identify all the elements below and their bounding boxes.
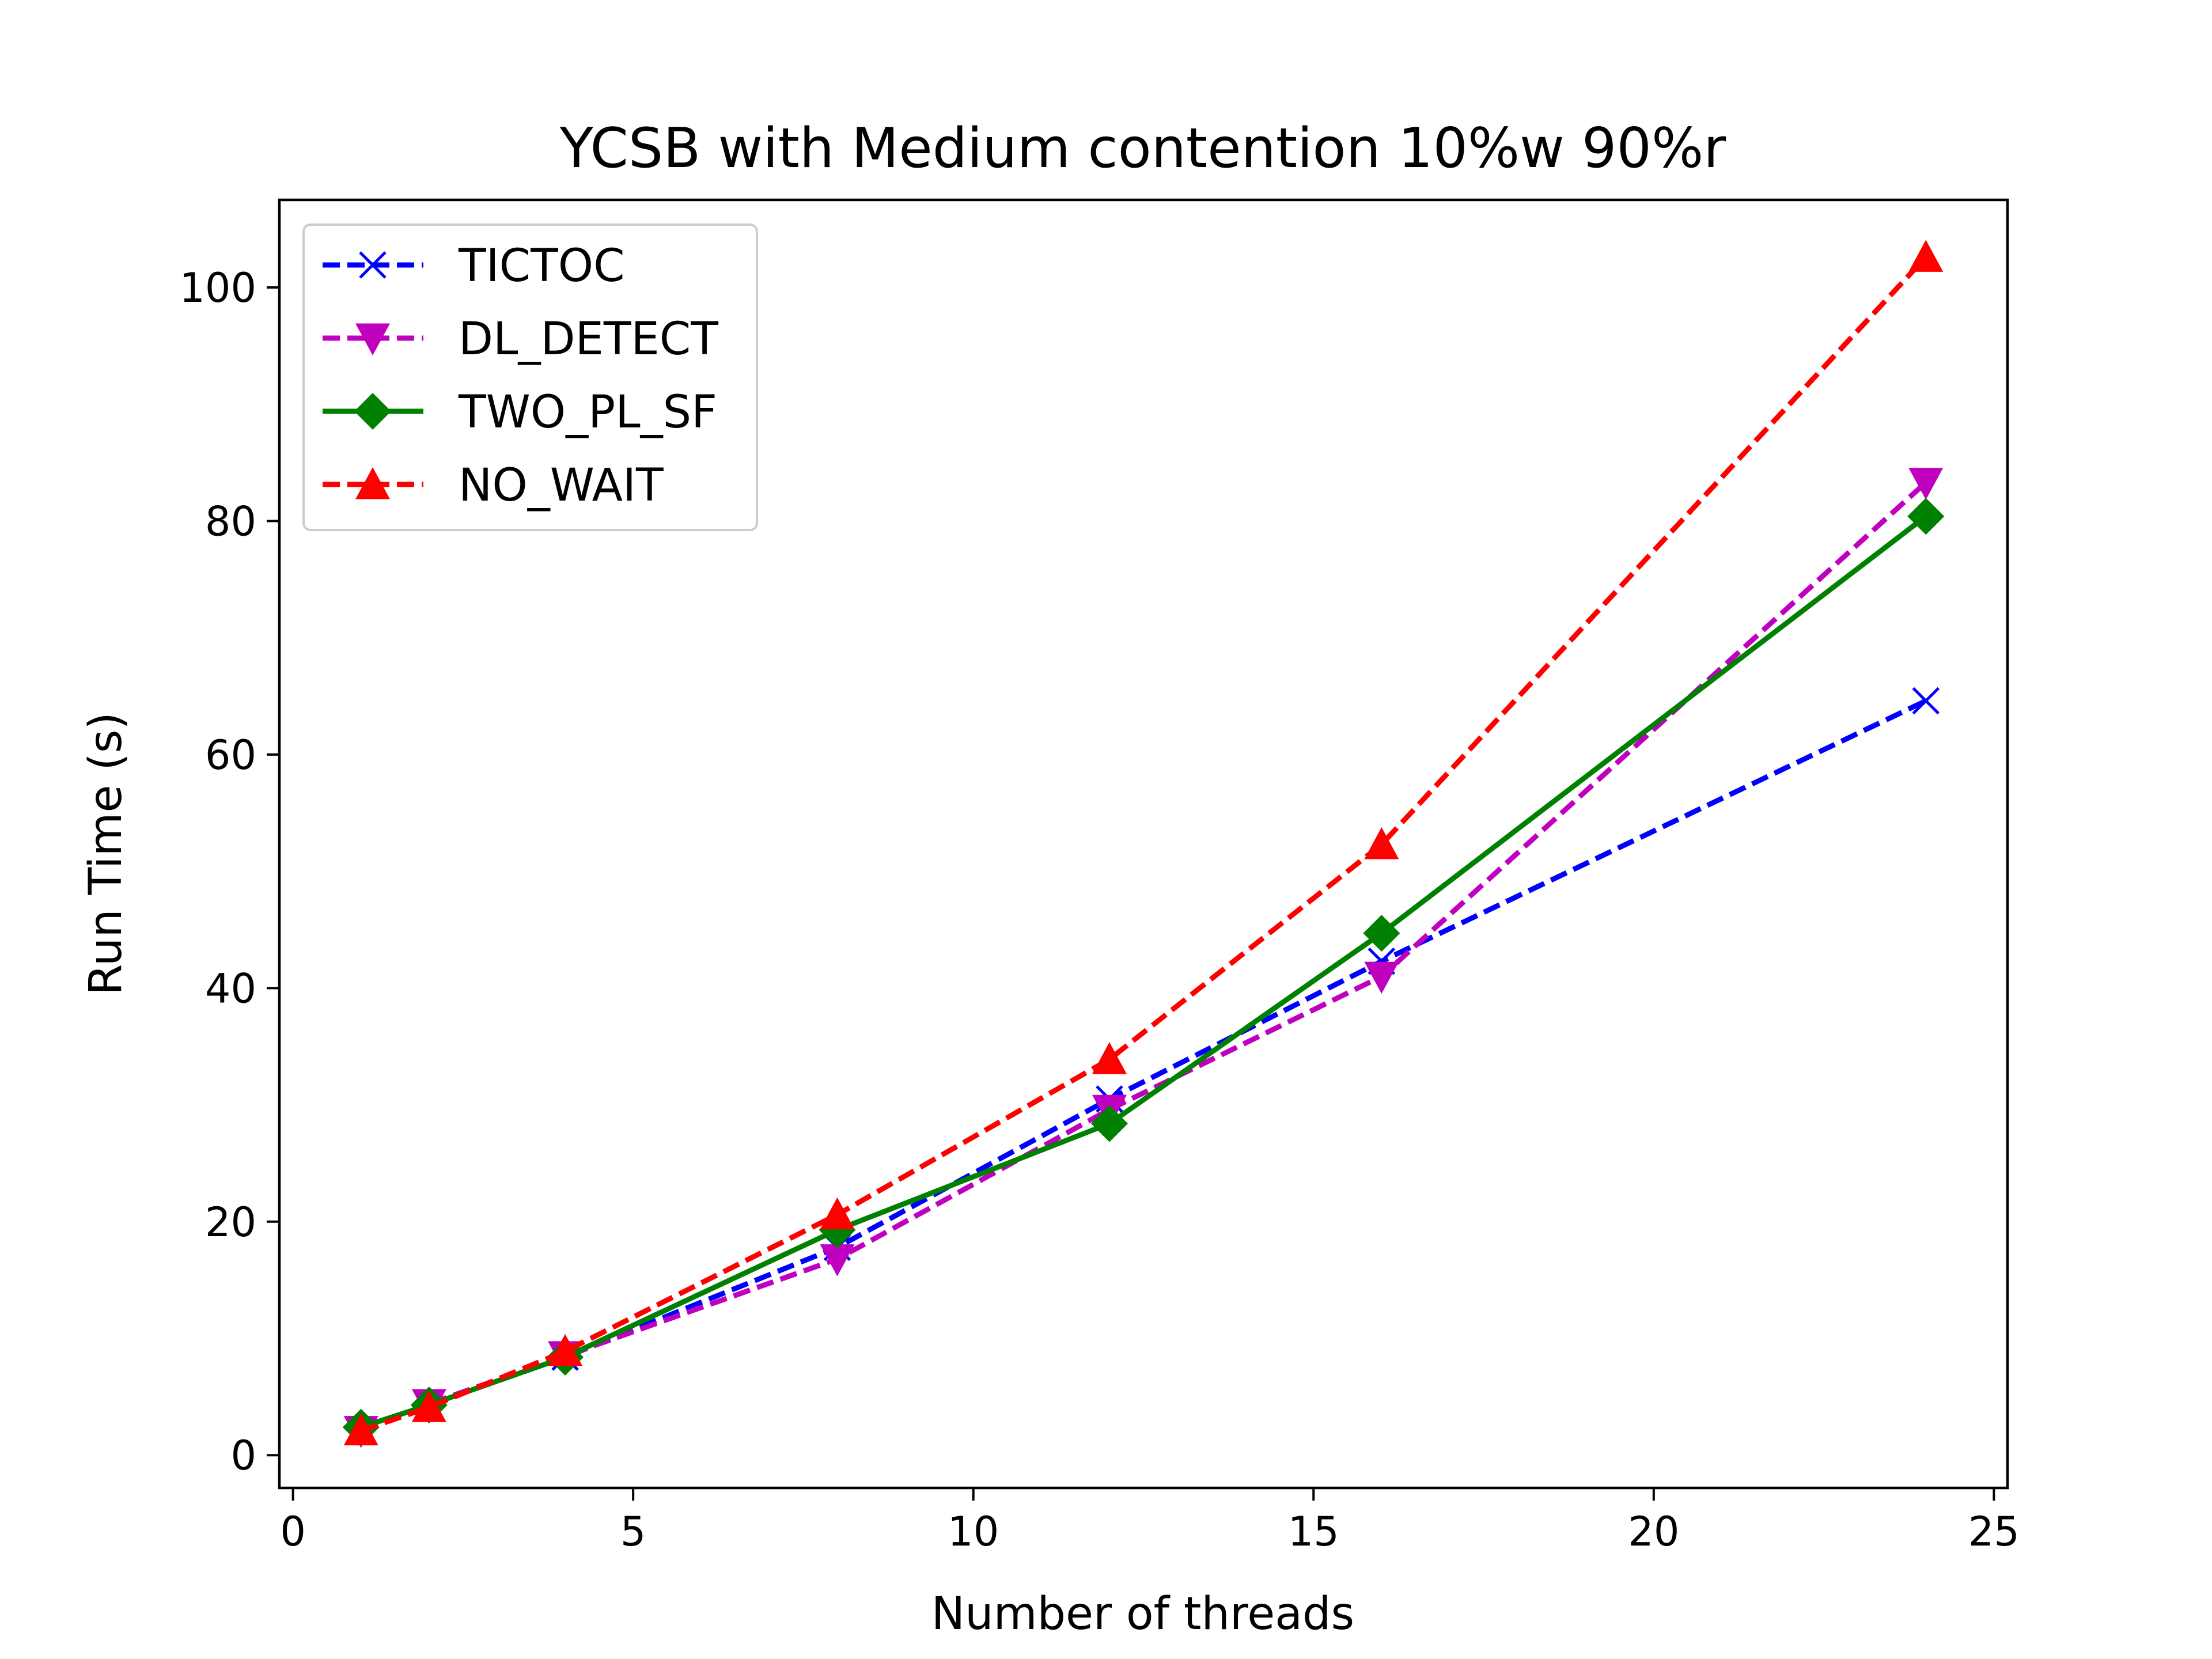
- x-tick-label: 5: [620, 1508, 646, 1555]
- data-point: [548, 1334, 583, 1366]
- data-point: [1364, 961, 1399, 994]
- legend-box: [302, 224, 758, 531]
- legend-label: TICTOC: [458, 240, 625, 292]
- x-tick-label: 10: [948, 1508, 999, 1555]
- data-point: [1092, 1042, 1127, 1074]
- legend-label: DL_DETECT: [459, 313, 718, 365]
- y-axis-title: Run Time (s): [80, 712, 132, 995]
- y-tick-label: 60: [205, 732, 256, 779]
- legend-marker: [355, 323, 390, 355]
- x-axis: 0 5 10 15 20 25: [280, 1488, 2020, 1555]
- x-tick-label: 0: [280, 1508, 306, 1555]
- plot-frame: [278, 198, 2009, 1490]
- legend-item: DL_DETECT: [323, 313, 718, 365]
- y-tick-label: 0: [230, 1432, 256, 1479]
- legend-label: TWO_PL_SF: [458, 387, 717, 438]
- chart-title: YCSB with Medium contention 10%w 90%r: [559, 117, 1726, 180]
- legend-label: NO_WAIT: [459, 460, 664, 512]
- data-point: [1912, 687, 1940, 715]
- legend-item: NO_WAIT: [323, 460, 664, 512]
- data-point: [1908, 468, 1944, 500]
- x-tick-label: 25: [1968, 1508, 2020, 1555]
- data-point: [343, 1413, 378, 1446]
- data-point: [1090, 1105, 1128, 1142]
- legend-marker: [355, 467, 390, 499]
- y-tick-label: 40: [205, 965, 256, 1012]
- x-axis-title: Number of threads: [931, 1588, 1354, 1640]
- x-tick-label: 20: [1628, 1508, 1679, 1555]
- data-point: [1907, 498, 1945, 535]
- data-point: [1364, 827, 1399, 859]
- data-point: [1908, 240, 1944, 272]
- legend-item: TWO_PL_SF: [323, 387, 717, 438]
- legend-marker: [359, 251, 387, 279]
- legend-marker: [354, 393, 391, 430]
- legend: TICTOC DL_DETECT TWO_PL_SF NO_WAIT: [302, 224, 758, 531]
- y-tick-label: 100: [179, 264, 256, 312]
- data-point: [411, 1390, 446, 1422]
- y-axis: 0 20 40 60 80 100: [179, 264, 279, 1479]
- data-point: [820, 1197, 855, 1230]
- y-tick-label: 20: [205, 1199, 256, 1246]
- data-point: [820, 1244, 855, 1277]
- legend-item: TICTOC: [323, 240, 625, 292]
- x-tick-label: 15: [1288, 1508, 1339, 1555]
- data-point: [1363, 915, 1400, 952]
- series-no-wait: [343, 240, 1944, 1446]
- plot-area: [342, 240, 1945, 1448]
- y-tick-label: 80: [205, 498, 256, 545]
